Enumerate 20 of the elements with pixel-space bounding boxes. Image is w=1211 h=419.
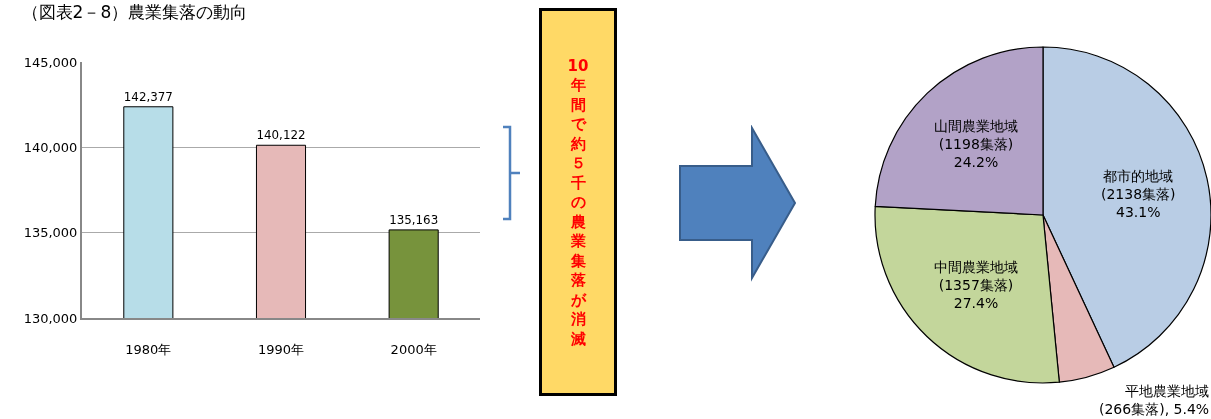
data-label: (1357集落) 27.4% (938, 277, 1014, 312)
data-label: (1198集落) 24.2% (938, 136, 1014, 171)
y-tick-label: 130,000 (23, 310, 78, 326)
slice-label: 山間農業地域 (934, 118, 1018, 134)
data-label: 142,377 (123, 89, 173, 104)
text: 10年間で約５千の農業集落が消滅 (567, 56, 589, 348)
data-label: (266集落), 5.4% (1099, 401, 1210, 418)
y-tick-label: 140,000 (23, 139, 78, 155)
y-tick-label: 145,000 (23, 54, 78, 70)
y-tick-label: 135,000 (23, 225, 78, 241)
data-label: 140,122 (256, 128, 306, 143)
slice-label: 中間農業地域 (934, 259, 1018, 275)
slice-label: 都市的地域 (1103, 168, 1174, 184)
data-label: (2138集落) 43.1% (1101, 186, 1176, 221)
x-tick-label: 1990年 (257, 341, 305, 357)
x-tick-label: 1980年 (125, 341, 172, 357)
slice-label: 平地農業地域 (1125, 383, 1210, 399)
data-label: 135,163 (389, 212, 439, 227)
chart-title: （図表2－8）農業集落の動向 (21, 2, 248, 23)
x-tick-label: 2000年 (390, 341, 437, 357)
